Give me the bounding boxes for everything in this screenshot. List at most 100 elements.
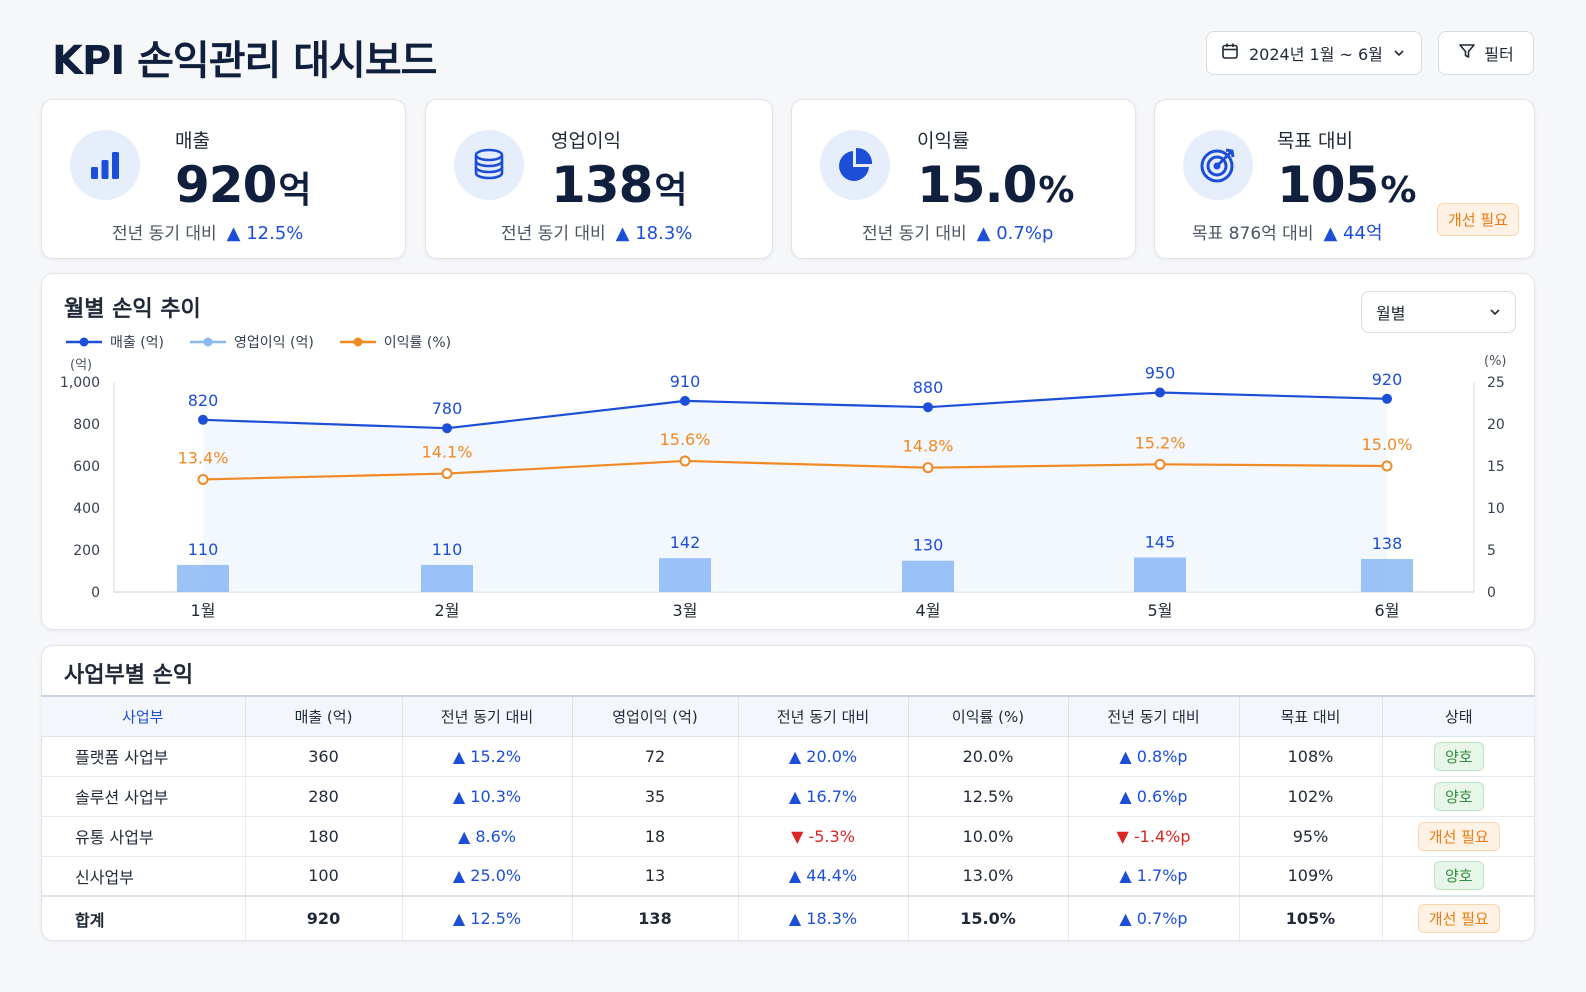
y-tick-right: 0: [1487, 585, 1496, 601]
column-header[interactable]: 전년 동기 대비: [738, 695, 909, 737]
kpi-value: 920억: [175, 156, 312, 214]
sales-data-label: 880: [913, 378, 944, 397]
kpi-card-operating-profit: 영업이익 138억 전년 동기 대비 ▲ 18.3%: [425, 99, 773, 259]
kpi-delta: ▲ 0.7%p: [976, 223, 1054, 244]
table-header-row: 사업부 매출 (억) 전년 동기 대비 영업이익 (억) 전년 동기 대비 이익…: [41, 695, 1535, 737]
column-header[interactable]: 사업부: [41, 695, 246, 737]
division-name: 솔루션 사업부: [41, 776, 246, 817]
column-header[interactable]: 목표 대비: [1239, 695, 1383, 737]
table-row[interactable]: 유통 사업부 180 ▲ 8.6% 18 ▼ -5.3% 10.0% ▼ -1.…: [41, 816, 1535, 857]
profit-data-label: 110: [188, 540, 219, 559]
y-tick-right: 15: [1487, 459, 1505, 475]
margin-data-label: 15.0%: [1362, 435, 1413, 454]
kpi-comparison: 전년 동기 대비 ▲ 18.3%: [501, 223, 693, 244]
yoy-cell: ▲ 0.7%p: [1068, 895, 1240, 940]
margin-cell: 15.0%: [908, 895, 1069, 940]
column-header[interactable]: 이익률 (%): [908, 695, 1069, 737]
status-cell: 양호: [1382, 736, 1535, 777]
total-label: 합계: [41, 895, 246, 940]
division-name: 플랫폼 사업부: [41, 736, 246, 777]
margin-data-label: 13.4%: [178, 448, 229, 467]
x-tick-label: 1월: [191, 601, 216, 620]
status-cell: 개선 필요: [1382, 816, 1535, 857]
kpi-card-margin: 이익률 15.0% 전년 동기 대비 ▲ 0.7%p: [791, 99, 1136, 259]
bar-chart-icon: [70, 130, 140, 200]
column-header[interactable]: 매출 (억): [245, 695, 403, 737]
y-tick-right: 5: [1487, 543, 1496, 559]
yoy-cell: ▲ 16.7%: [738, 776, 909, 817]
sales-point: [198, 414, 208, 425]
margin-cell: 13.0%: [908, 856, 1069, 897]
period-select[interactable]: 월별: [1361, 291, 1516, 333]
target-cell: 95%: [1239, 816, 1383, 857]
sales-data-label: 950: [1145, 364, 1176, 383]
y-tick-left: 600: [73, 459, 100, 475]
target-cell: 105%: [1239, 895, 1383, 940]
kpi-label: 이익률: [917, 130, 970, 152]
sales-data-label: 780: [432, 399, 463, 418]
yoy-cell: ▲ 20.0%: [738, 736, 909, 777]
table-row[interactable]: 신사업부 100 ▲ 25.0% 13 ▲ 44.4% 13.0% ▲ 1.7%…: [41, 856, 1535, 897]
margin-point: [1381, 460, 1393, 472]
yoy-cell: ▼ -1.4%p: [1068, 816, 1240, 857]
profit-cell: 18: [572, 816, 739, 857]
division-name: 유통 사업부: [41, 816, 246, 857]
margin-cell: 12.5%: [908, 776, 1069, 817]
status-badge: 양호: [1433, 781, 1484, 811]
kpi-comparison: 전년 동기 대비 ▲ 12.5%: [112, 223, 304, 244]
yoy-cell: ▲ 15.2%: [402, 736, 573, 777]
column-header[interactable]: 상태: [1382, 695, 1535, 737]
y-axis-left-unit: (억): [70, 358, 92, 373]
status-cell: 개선 필요: [1382, 895, 1535, 940]
column-header[interactable]: 전년 동기 대비: [1068, 695, 1240, 737]
profit-data-label: 142: [670, 533, 701, 552]
y-tick-right: 10: [1487, 501, 1505, 517]
y-tick-left: 200: [73, 543, 100, 559]
profit-data-label: 138: [1372, 534, 1403, 553]
legend-item-margin[interactable]: 이익률 (%): [339, 332, 451, 352]
kpi-value: 138억: [551, 156, 688, 214]
profit-cell: 138: [572, 895, 739, 940]
trend-section-title: 월별 손익 추이: [64, 297, 201, 322]
x-tick-label: 2월: [435, 601, 460, 620]
profit-bar: [659, 558, 711, 592]
sales-point: [680, 395, 690, 406]
legend-item-sales[interactable]: 매출 (억): [66, 332, 164, 352]
period-select-label: 월별: [1376, 304, 1406, 323]
margin-point: [197, 473, 209, 485]
date-range-picker[interactable]: 2024년 1월 ~ 6월: [1206, 31, 1422, 75]
sales-point: [442, 423, 452, 434]
x-tick-label: 5월: [1148, 601, 1173, 620]
column-header[interactable]: 전년 동기 대비: [402, 695, 573, 737]
profit-bar: [902, 560, 954, 592]
sales-data-label: 920: [1372, 370, 1403, 389]
column-header[interactable]: 영업이익 (억): [572, 695, 739, 737]
chevron-down-icon: [1489, 303, 1501, 322]
kpi-card-target: 목표 대비 105% 목표 876억 대비 ▲ 44억 개선 필요: [1154, 99, 1535, 259]
target-cell: 108%: [1239, 736, 1383, 777]
sales-cell: 100: [245, 856, 403, 897]
profit-data-label: 110: [432, 540, 463, 559]
kpi-delta: ▲ 18.3%: [615, 223, 693, 244]
kpi-label: 목표 대비: [1277, 130, 1353, 152]
yoy-cell: ▲ 12.5%: [402, 895, 573, 940]
division-name: 신사업부: [41, 856, 246, 897]
yoy-cell: ▲ 44.4%: [738, 856, 909, 897]
kpi-label: 영업이익: [551, 130, 621, 152]
y-tick-right: 25: [1487, 375, 1505, 391]
sales-data-label: 820: [188, 391, 219, 410]
table-row[interactable]: 솔루션 사업부 280 ▲ 10.3% 35 ▲ 16.7% 12.5% ▲ 0…: [41, 776, 1535, 817]
yoy-cell: ▲ 8.6%: [402, 816, 573, 857]
table-row[interactable]: 플랫폼 사업부 360 ▲ 15.2% 72 ▲ 20.0% 20.0% ▲ 0…: [41, 736, 1535, 777]
margin-cell: 10.0%: [908, 816, 1069, 857]
profit-data-label: 130: [913, 536, 944, 555]
filter-button[interactable]: 필터: [1438, 31, 1534, 75]
sales-point: [1155, 387, 1165, 398]
sales-point: [923, 402, 933, 413]
target-cell: 109%: [1239, 856, 1383, 897]
division-table: 사업부 매출 (억) 전년 동기 대비 영업이익 (억) 전년 동기 대비 이익…: [41, 695, 1535, 940]
kpi-comparison: 목표 876억 대비 ▲ 44억: [1192, 223, 1383, 244]
yoy-cell: ▲ 25.0%: [402, 856, 573, 897]
date-range-label: 2024년 1월 ~ 6월: [1249, 45, 1383, 64]
legend-item-operating-profit[interactable]: 영업이익 (억): [190, 332, 314, 352]
